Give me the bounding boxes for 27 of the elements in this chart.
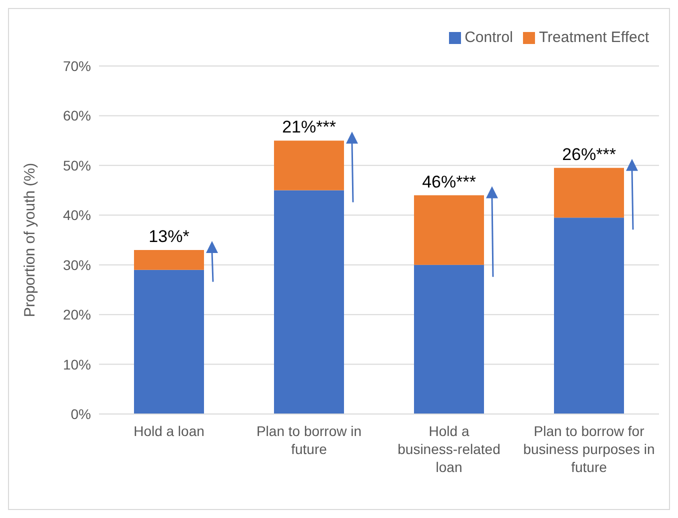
- y-tick-label: 30%: [62, 256, 91, 273]
- legend-label: Treatment Effect: [538, 29, 649, 46]
- annotation: 26%***: [562, 144, 616, 164]
- bar: [554, 218, 624, 414]
- y-tick-label: 70%: [62, 58, 91, 74]
- bar: [274, 140, 344, 190]
- bar: [414, 264, 484, 414]
- annotation: 21%***: [282, 118, 336, 137]
- annotation: 13%*: [148, 226, 190, 246]
- y-tick-label: 50%: [62, 157, 91, 174]
- y-tick-label: 20%: [62, 306, 91, 323]
- x-tick-label: Plan to borrow in future: [256, 423, 362, 457]
- annotation: 46%***: [422, 172, 476, 192]
- bar: [134, 270, 204, 414]
- y-tick-label: 40%: [62, 207, 91, 224]
- bar: [134, 250, 204, 270]
- bar: [274, 190, 344, 414]
- y-axis-title: Proportion of youth (%): [21, 162, 38, 318]
- bar: [414, 195, 484, 265]
- bar: [554, 168, 624, 218]
- y-tick-label: 0%: [70, 406, 91, 422]
- x-tick-label: Hold a loan: [134, 423, 204, 439]
- y-tick-label: 60%: [62, 108, 91, 124]
- x-tick-label: Hold a business-related loan: [398, 423, 500, 475]
- y-tick-label: 10%: [62, 356, 91, 372]
- x-tick-label: Plan to borrow for business purposes in future: [523, 423, 655, 475]
- legend-label: Control: [464, 29, 513, 46]
